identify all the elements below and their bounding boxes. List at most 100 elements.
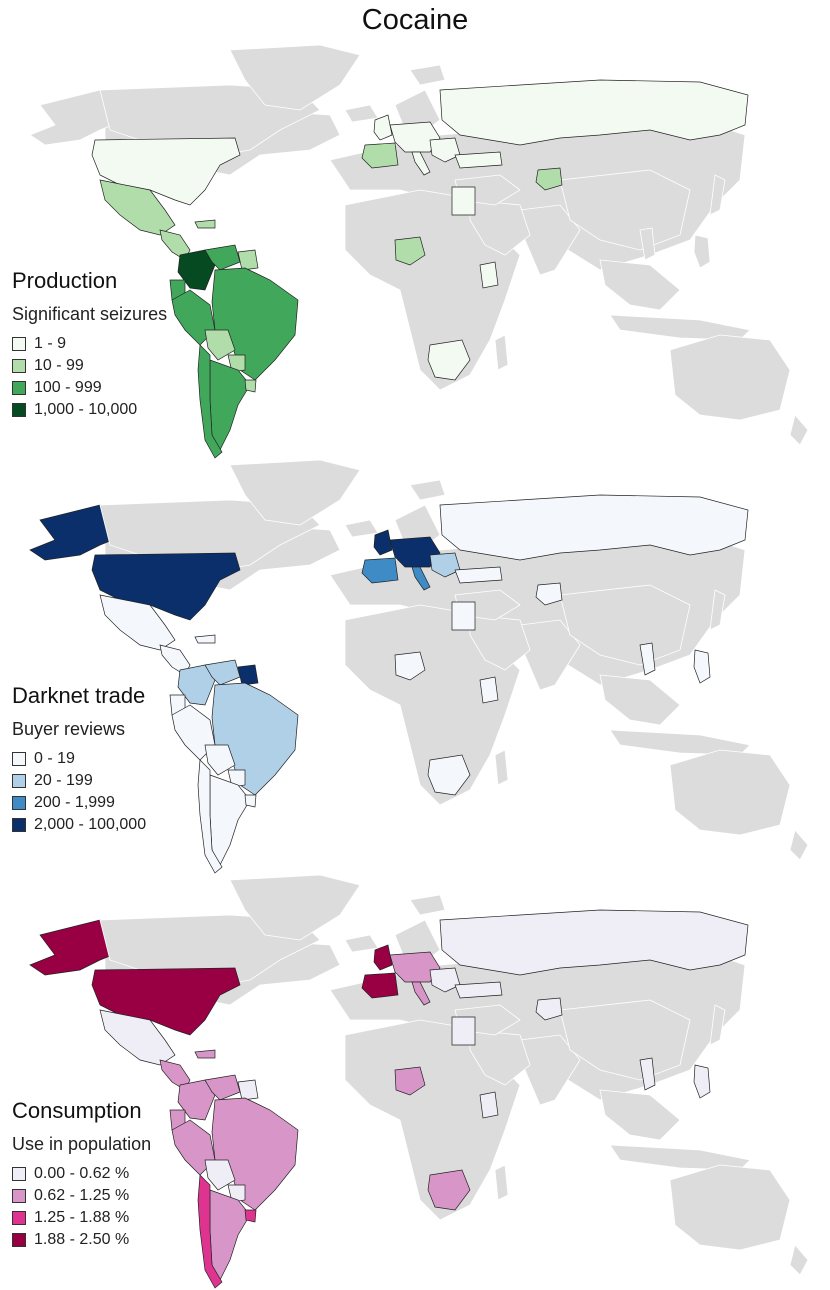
legend-title: Darknet trade xyxy=(12,683,146,708)
land-arabia xyxy=(469,614,531,671)
country-argentina xyxy=(209,1189,251,1281)
legend-label: 2,000 - 100,000 xyxy=(34,816,147,833)
land-arabia xyxy=(469,199,531,256)
legend-subtitle: Significant seizures xyxy=(12,304,168,324)
country-western-europe xyxy=(389,121,441,153)
land-madagascar xyxy=(494,749,509,786)
legend-label: 1,000 - 10,000 xyxy=(34,401,138,418)
country-balkans xyxy=(429,137,461,163)
country-south-africa xyxy=(427,339,471,381)
land-india xyxy=(519,204,581,276)
country-argentina xyxy=(209,359,251,451)
legend-swatch xyxy=(12,796,26,810)
country-uruguay xyxy=(244,1209,257,1223)
country-greenland xyxy=(229,874,361,941)
country-thailand xyxy=(639,1057,656,1091)
land-china xyxy=(559,169,691,251)
country-egypt xyxy=(451,1016,476,1046)
country-guianas xyxy=(237,1079,259,1101)
country-western-europe xyxy=(389,536,441,568)
country-kenya xyxy=(479,676,499,704)
land-australia xyxy=(669,1164,791,1251)
country-venezuela xyxy=(204,244,241,271)
land-seasia xyxy=(599,259,681,311)
country-balkans xyxy=(429,967,461,993)
country-turkey xyxy=(454,981,503,999)
country-bolivia xyxy=(204,1159,236,1191)
legend-swatch xyxy=(12,1167,26,1181)
legend-item: 10 - 99 xyxy=(12,355,167,377)
land-svalbard xyxy=(409,479,446,501)
country-mexico xyxy=(99,594,176,651)
country-caribbean xyxy=(194,1049,216,1059)
land-australia xyxy=(669,334,791,421)
country-nigeria xyxy=(394,651,426,681)
legend-item: 100 - 999 xyxy=(12,377,167,399)
country-nigeria xyxy=(394,1066,426,1096)
darknet-legend: Darknet trade Buyer reviews 0 - 19 20 - … xyxy=(12,683,146,836)
country-venezuela xyxy=(204,659,241,686)
legend-label: 0.62 - 1.25 % xyxy=(34,1187,130,1204)
land-svalbard xyxy=(409,64,446,86)
legend-swatch xyxy=(12,1189,26,1203)
land-japan xyxy=(709,1004,726,1046)
country-south-africa xyxy=(427,754,471,796)
country-uruguay xyxy=(244,794,257,808)
country-philippines xyxy=(693,234,711,269)
land-svalbard xyxy=(409,894,446,916)
country-thailand xyxy=(639,227,656,261)
country-caribbean xyxy=(194,634,216,644)
country-venezuela xyxy=(204,1074,241,1101)
darknet-world-map xyxy=(29,459,809,874)
land-india xyxy=(519,619,581,691)
country-brazil xyxy=(211,682,299,796)
country-afghanistan xyxy=(535,167,563,191)
country-bolivia xyxy=(204,329,236,361)
country-uk xyxy=(373,944,393,971)
legend-item: 0.62 - 1.25 % xyxy=(12,1185,151,1207)
legend-title: Consumption xyxy=(12,1098,142,1123)
country-usa xyxy=(91,967,241,1036)
country-nigeria xyxy=(394,236,426,266)
legend-label: 200 - 1,999 xyxy=(34,794,115,811)
legend-swatch xyxy=(12,752,26,766)
country-greenland xyxy=(229,459,361,526)
legend-label: 100 - 999 xyxy=(34,379,102,396)
legend-swatch xyxy=(12,359,26,373)
country-kenya xyxy=(479,1091,499,1119)
legend-label: 0 - 19 xyxy=(34,750,75,767)
country-mexico xyxy=(99,1009,176,1066)
legend-item: 2,000 - 100,000 xyxy=(12,814,146,836)
legend-item: 200 - 1,999 xyxy=(12,792,146,814)
land-india xyxy=(519,1034,581,1106)
legend-label: 20 - 199 xyxy=(34,772,93,789)
country-bolivia xyxy=(204,744,236,776)
country-usa xyxy=(91,552,241,621)
land-seasia xyxy=(599,1089,681,1141)
land-madagascar xyxy=(494,1164,509,1201)
production-map-panel: Production Significant seizures 1 - 9 10… xyxy=(0,40,830,460)
legend-label: 1.88 - 2.50 % xyxy=(34,1231,130,1248)
country-iberia xyxy=(361,142,399,169)
land-madagascar xyxy=(494,334,509,371)
legend-label: 0.00 - 0.62 % xyxy=(34,1165,130,1182)
land-japan xyxy=(709,589,726,631)
country-iberia xyxy=(361,557,399,584)
country-philippines xyxy=(693,649,711,684)
legend-swatch xyxy=(12,818,26,832)
legend-item: 0 - 19 xyxy=(12,748,146,770)
country-balkans xyxy=(429,552,461,578)
legend-label: 1.25 - 1.88 % xyxy=(34,1209,130,1226)
land-iceland xyxy=(344,519,379,538)
legend-item: 1 - 9 xyxy=(12,333,167,355)
country-western-europe xyxy=(389,951,441,983)
country-turkey xyxy=(454,151,503,169)
country-turkey xyxy=(454,566,503,584)
land-arabia xyxy=(469,1029,531,1086)
legend-subtitle: Use in population xyxy=(12,1134,152,1154)
consumption-map-panel: Consumption Use in population 0.00 - 0.6… xyxy=(0,870,830,1290)
consumption-world-map xyxy=(29,874,809,1289)
country-afghanistan xyxy=(535,582,563,606)
country-caribbean xyxy=(194,219,216,229)
consumption-legend: Consumption Use in population 0.00 - 0.6… xyxy=(12,1098,151,1251)
